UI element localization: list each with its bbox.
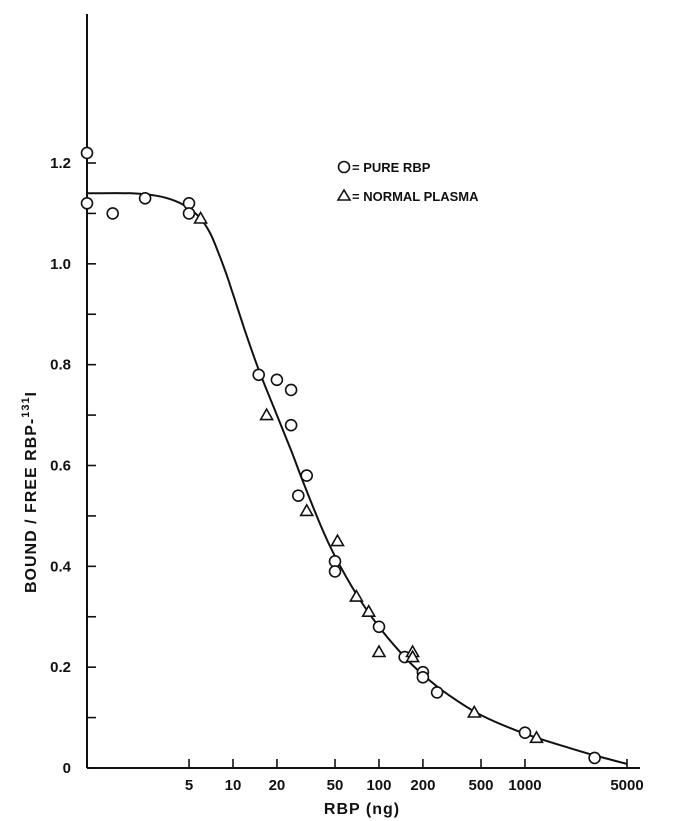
point-pure-rbp-8 [284,383,298,397]
x-tick-label-4: 100 [366,777,391,794]
point-pure-rbp-7 [270,373,284,387]
y-tick-label-4: 0.8 [50,357,71,374]
x-tick-label-6: 500 [468,777,493,794]
y-axis-title: BOUND / FREE RBP-131I [20,391,40,593]
legend-circle-marker [337,160,351,174]
y-axis-title-main: BOUND / FREE RBP- [23,418,40,593]
fit-curve [86,192,628,765]
legend-label-normal-plasma: = NORMAL PLASMA [352,189,479,204]
point-pure-rbp-6 [252,368,266,382]
y-axis-title-suffix: I [23,391,40,396]
x-tick-label-3: 50 [327,777,344,794]
point-pure-rbp-18 [430,686,444,699]
y-tick-label-3: 0.6 [50,458,71,475]
point-normal-plasma-6 [371,644,387,658]
point-pure-rbp-19 [518,726,532,740]
point-pure-rbp-1 [80,197,94,210]
point-pure-rbp-2 [106,207,119,220]
axes [86,14,640,769]
x-tick-label-5: 200 [410,777,435,794]
point-normal-plasma-4 [349,588,364,602]
point-normal-plasma-1 [259,407,274,421]
y-ticks: 0 0.2 0.4 0.6 0.8 1.0 1.2 [50,155,96,777]
x-tick-label-0: 5 [185,777,193,794]
point-pure-rbp-20 [588,751,601,765]
y-tick-label-1: 0.2 [50,659,71,676]
point-pure-rbp-3 [138,192,152,205]
legend-item-normal-plasma: = NORMAL PLASMA [336,188,479,204]
legend-triangle-marker [336,188,352,201]
series-marks [80,146,601,765]
point-pure-rbp-5 [182,207,196,220]
y-tick-label-2: 0.4 [50,558,72,575]
point-pure-rbp-0 [80,146,94,160]
y-axis-title-superscript: 131 [20,396,32,417]
legend: = PURE RBP = NORMAL PLASMA [336,160,479,204]
point-normal-plasma-5 [361,604,377,618]
x-tick-label-2: 20 [269,777,286,794]
point-normal-plasma-3 [330,533,345,547]
point-normal-plasma-10 [529,730,544,744]
point-pure-rbp-9 [284,418,298,432]
point-normal-plasma-8 [405,649,420,663]
point-pure-rbp-14 [372,620,386,634]
point-pure-rbp-13 [328,565,342,578]
point-normal-plasma-2 [299,503,315,517]
x-ticks: 5 10 20 50 100 200 500 1000 5000 [185,759,644,794]
point-pure-rbp-17 [416,670,430,684]
x-tick-label-1: 10 [225,777,242,794]
legend-item-pure-rbp: = PURE RBP [337,160,431,175]
point-normal-plasma-0 [193,210,208,224]
y-tick-label-6: 1.2 [50,155,71,172]
legend-label-pure-rbp: = PURE RBP [352,160,431,175]
x-tick-label-8: 5000 [610,777,643,794]
y-tick-label-5: 1.0 [50,256,71,273]
point-pure-rbp-11 [291,489,305,503]
point-normal-plasma-9 [466,704,482,718]
x-tick-label-7: 1000 [508,777,541,794]
point-pure-rbp-10 [300,469,314,482]
y-tick-label-0: 0 [63,760,71,777]
x-axis-title: RBP (ng) [324,801,400,818]
